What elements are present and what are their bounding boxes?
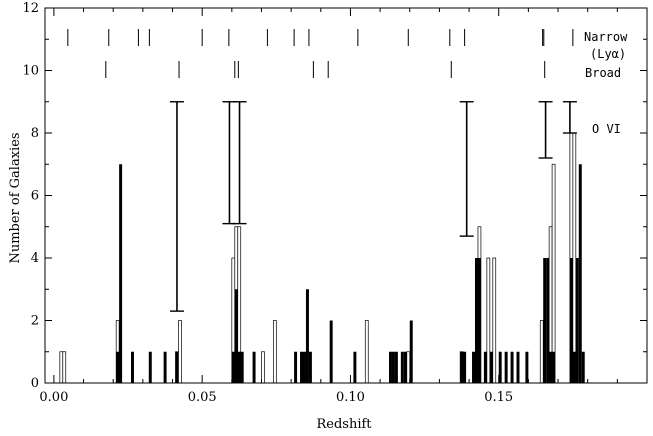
filled-histogram-bar	[572, 351, 576, 383]
x-tick-label: 0.15	[484, 390, 513, 405]
filled-histogram-bar	[549, 351, 553, 383]
ovi-label: O VI	[592, 122, 621, 136]
filled-histogram-bar	[237, 351, 241, 383]
open-histogram-bar	[364, 320, 369, 384]
filled-histogram-bar	[403, 351, 407, 383]
filled-histogram-bar	[510, 351, 514, 383]
filled-histogram-bar	[116, 351, 120, 383]
y-tick-label: 12	[22, 1, 39, 16]
open-histogram-bar	[178, 320, 182, 384]
filled-histogram-bar	[575, 258, 579, 383]
filled-histogram-bar	[148, 351, 152, 383]
filled-histogram-bar	[163, 351, 167, 383]
filled-histogram-bar	[175, 351, 179, 383]
open-histogram-bar	[261, 351, 265, 384]
filled-histogram-bar	[475, 258, 478, 383]
filled-histogram-bar	[389, 351, 392, 383]
filled-histogram-bar	[234, 289, 238, 383]
filled-histogram-bar	[303, 351, 306, 383]
filled-histogram-bar	[400, 351, 404, 383]
filled-histogram-bar	[240, 351, 244, 383]
filled-histogram-bar	[353, 351, 357, 383]
filled-histogram-bar	[543, 258, 547, 383]
filled-histogram-bar	[569, 258, 573, 383]
y-tick-label: 2	[31, 314, 39, 329]
filled-histogram-bar	[305, 289, 309, 383]
filled-histogram-bar	[409, 320, 413, 383]
plot-frame	[44, 7, 648, 384]
filled-histogram-bar	[231, 351, 235, 383]
open-histogram-bar	[551, 163, 556, 384]
filled-histogram-bar	[391, 351, 395, 383]
filled-histogram-bar	[394, 351, 398, 383]
y-axis-title: Number of Galaxies	[8, 132, 23, 263]
open-histogram-bar	[492, 257, 497, 384]
filled-histogram-bar	[119, 164, 123, 383]
x-tick-label: 0.10	[336, 390, 365, 405]
filled-histogram-bar	[581, 351, 585, 383]
x-axis-title: Redshift	[316, 417, 372, 432]
open-histogram-bar	[539, 320, 544, 384]
y-tick-label: 4	[31, 251, 39, 266]
open-histogram-bar	[272, 320, 277, 384]
x-tick-label: 0.05	[188, 390, 217, 405]
broad-label: Broad	[585, 66, 621, 80]
y-tick-label: 10	[22, 64, 39, 79]
filled-histogram-bar	[463, 351, 467, 383]
lya-label: (Lyα)	[590, 47, 626, 61]
filled-histogram-bar	[472, 351, 475, 383]
x-tick-label: 0.00	[39, 390, 68, 405]
narrow-label: Narrow	[584, 30, 628, 44]
filled-histogram-bar	[308, 351, 312, 383]
open-histogram-bar	[406, 351, 411, 384]
open-histogram-bar	[572, 132, 577, 384]
open-histogram-bar	[62, 351, 67, 384]
filled-histogram-bar	[546, 258, 550, 383]
filled-histogram-bar	[131, 351, 134, 383]
filled-histogram-bar	[294, 351, 298, 383]
filled-histogram-bar	[578, 164, 582, 383]
filled-histogram-bar	[498, 351, 502, 383]
filled-histogram-bar	[552, 351, 556, 383]
filled-histogram-bar	[300, 351, 303, 383]
filled-histogram-bar	[329, 320, 333, 383]
open-histogram-bar	[486, 257, 491, 384]
filled-histogram-bar	[483, 351, 487, 383]
filled-histogram-bar	[489, 351, 493, 383]
filled-histogram-bar	[525, 351, 529, 383]
open-histogram-bar	[59, 351, 64, 384]
filled-histogram-bar	[504, 351, 508, 383]
filled-histogram-bar	[477, 258, 481, 383]
y-tick-label: 8	[31, 126, 39, 141]
y-tick-label: 0	[31, 376, 39, 391]
filled-histogram-bar	[460, 351, 464, 383]
filled-histogram-bar	[252, 351, 256, 383]
filled-histogram-bar	[516, 351, 520, 383]
y-tick-label: 6	[31, 189, 39, 204]
